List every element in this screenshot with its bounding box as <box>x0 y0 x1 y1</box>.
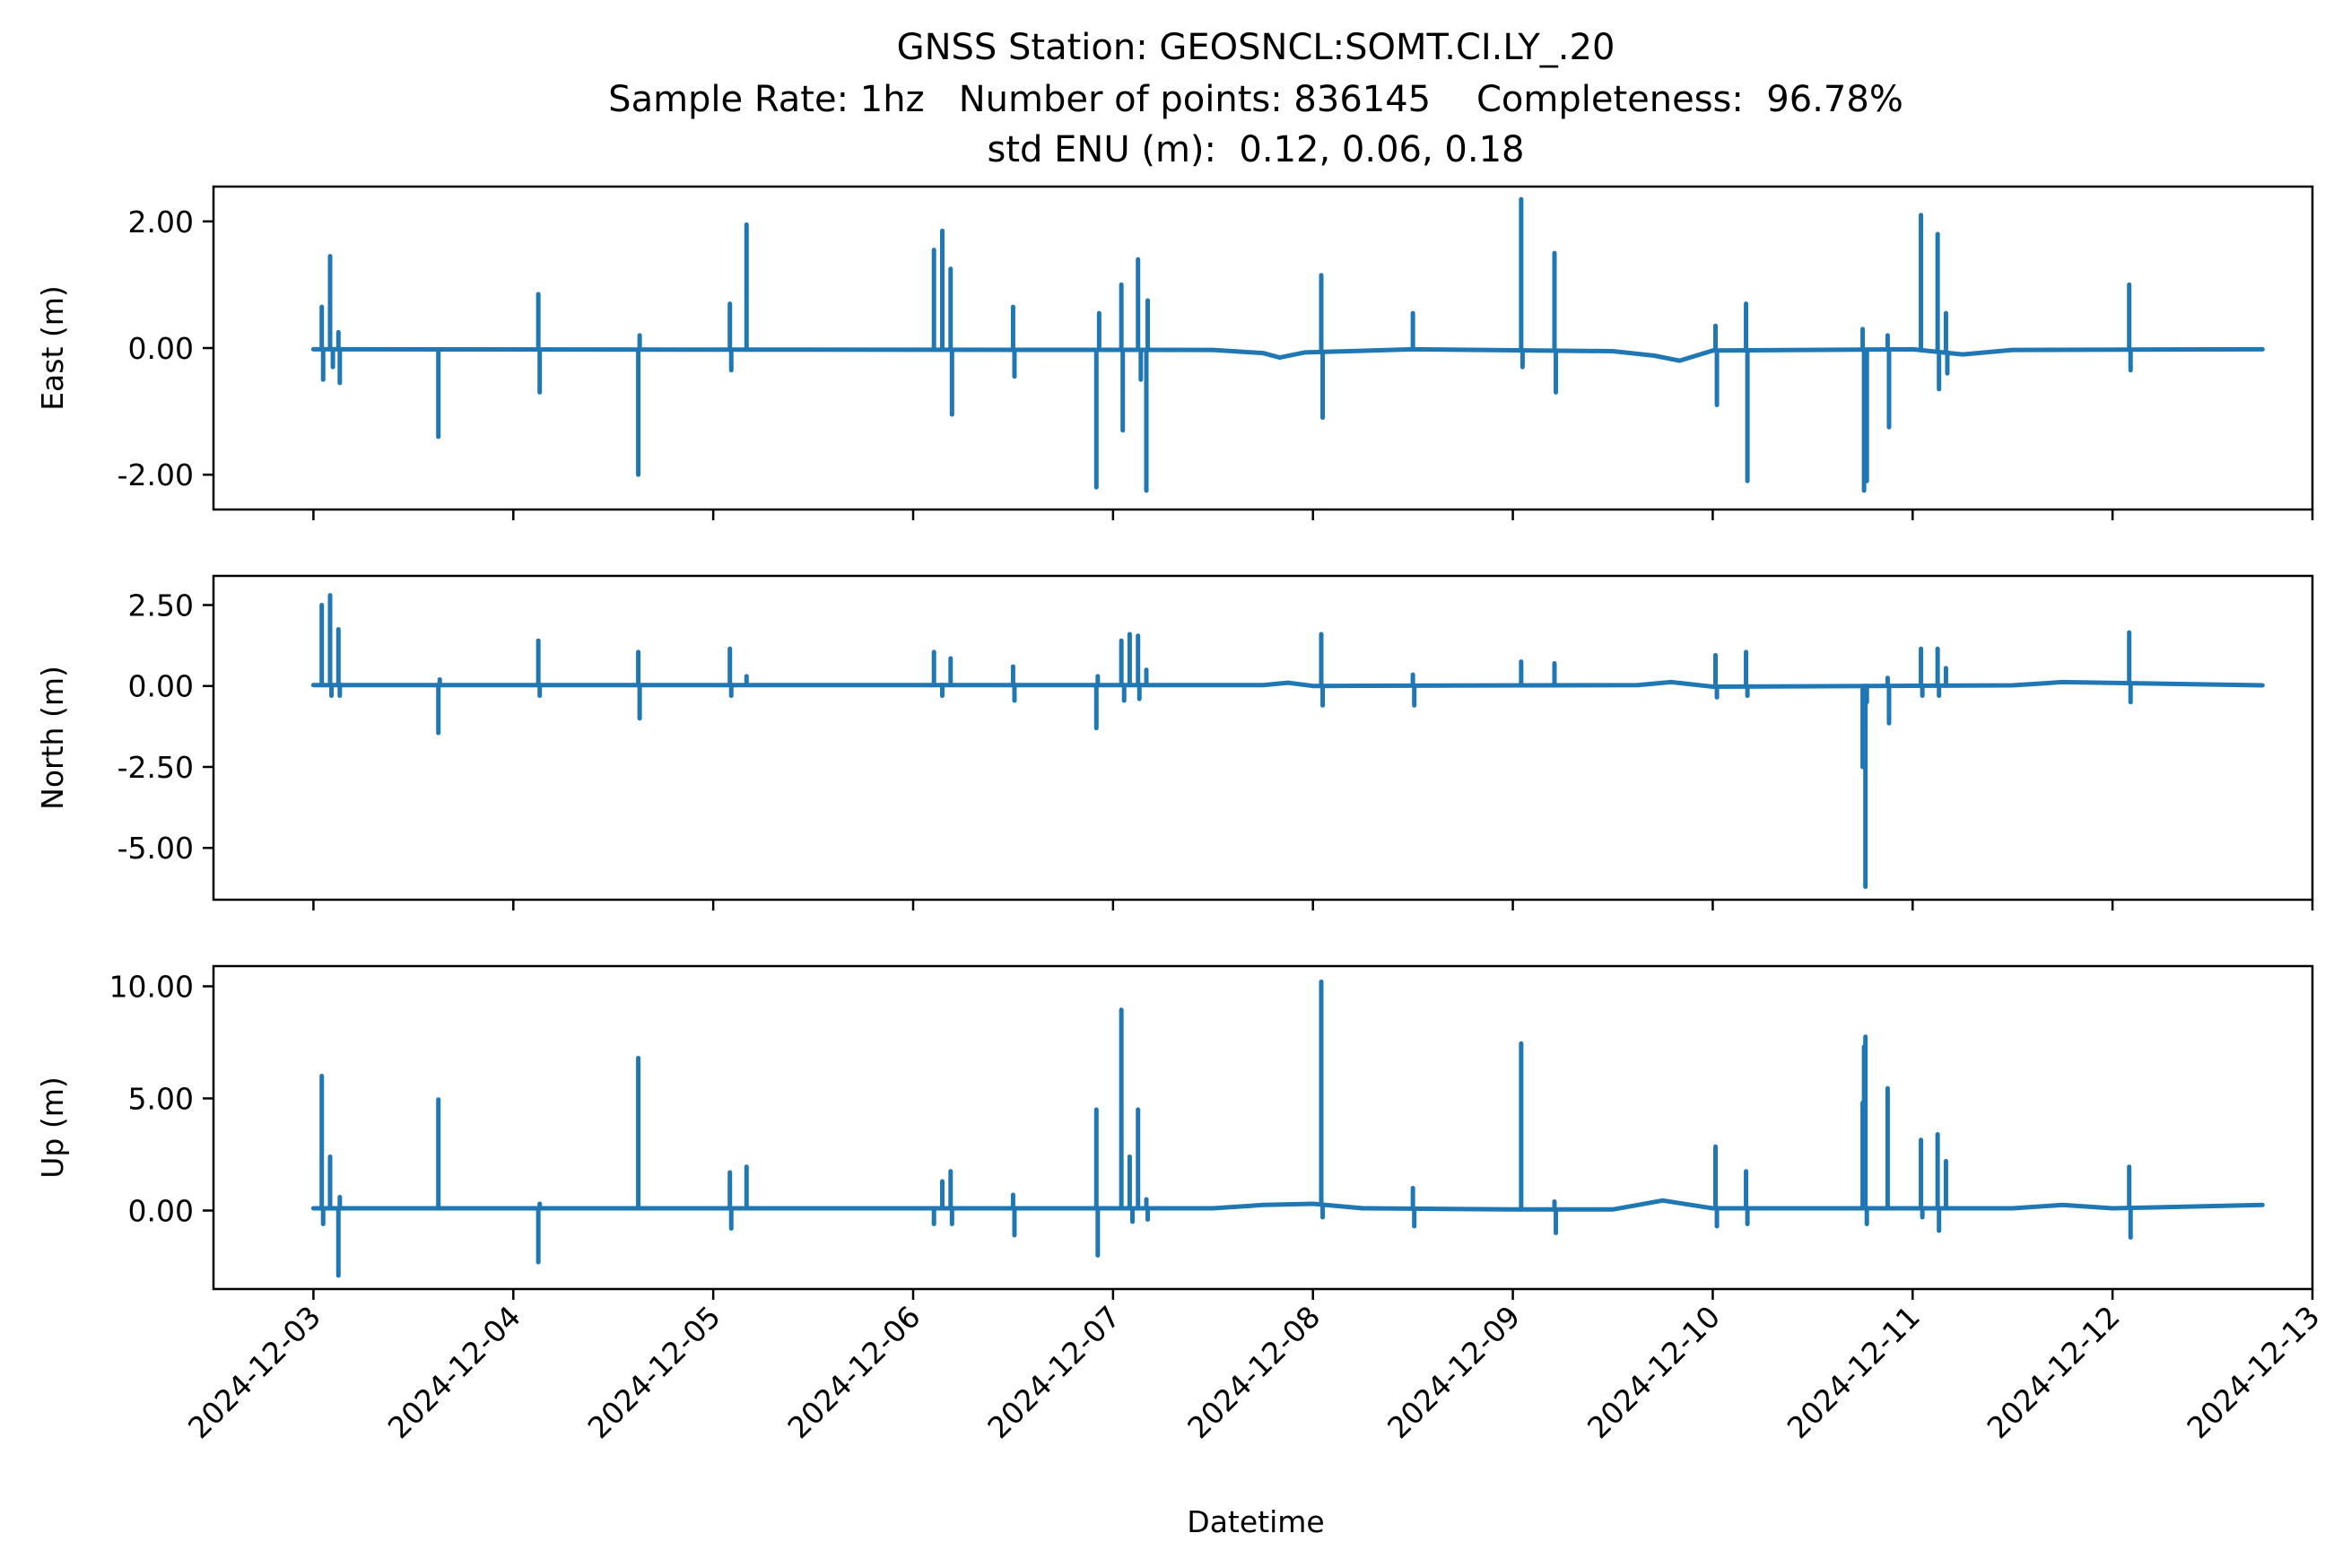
north-ytick-label: 0.00 <box>128 669 194 704</box>
up-axes-frame <box>212 964 2314 1291</box>
north-ytick-label: -2.50 <box>118 750 194 785</box>
x-axis-label: Datetime <box>1187 1504 1324 1539</box>
north-ytick-label: 2.50 <box>128 588 194 623</box>
north-ylabel: North (m) <box>35 666 70 810</box>
east-ytick-label: -2.00 <box>118 457 194 492</box>
east-panel: 2.00 0.00 -2.00 East (m) <box>35 185 2314 520</box>
up-ytick-label: 10.00 <box>109 970 194 1005</box>
north-ytick-label: -5.00 <box>118 831 194 866</box>
up-ytick-label: 5.00 <box>128 1082 194 1117</box>
up-panel: 10.00 5.00 0.00 Up (m) <box>35 964 2314 1300</box>
up-ytick-label: 0.00 <box>128 1194 194 1229</box>
up-series-line <box>310 1198 2265 1212</box>
east-ytick-label: 0.00 <box>128 331 194 366</box>
title-line-3: std ENU (m): 0.12, 0.06, 0.18 <box>988 129 1525 170</box>
east-ytick-label: 2.00 <box>128 205 194 240</box>
north-axes-frame <box>212 574 2314 902</box>
title-line-2: Sample Rate: 1hz Number of points: 83614… <box>608 79 1903 120</box>
north-panel: 2.50 0.00 -2.50 -5.00 North (m) <box>35 574 2314 910</box>
north-series-line <box>310 679 2265 689</box>
east-series-line <box>310 346 2265 363</box>
up-ylabel: Up (m) <box>35 1076 70 1179</box>
east-ylabel: East (m) <box>35 285 70 411</box>
title-line-1: GNSS Station: GEOSNCL:SOMT.CI.LY_.20 <box>897 27 1615 68</box>
